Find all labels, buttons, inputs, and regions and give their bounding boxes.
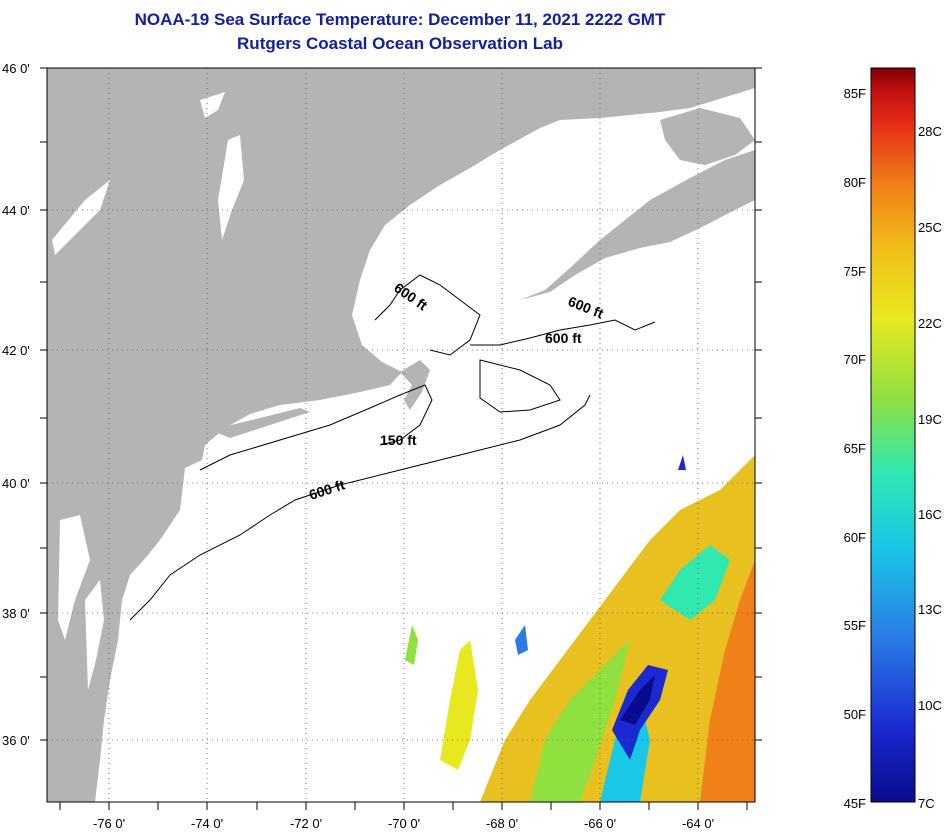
lat-label: 46 0' — [2, 61, 30, 76]
colorbar-c-label: 16C — [918, 507, 942, 522]
colorbar-f-label: 65F — [844, 441, 866, 456]
colorbar-f-label: 45F — [844, 796, 866, 811]
lon-label: -64 0' — [682, 816, 714, 831]
land-cape-breton — [660, 108, 755, 165]
lon-label: -74 0' — [191, 816, 223, 831]
colorbar-f-label: 85F — [844, 86, 866, 101]
axis-ticks — [40, 67, 762, 810]
lon-label: -68 0' — [486, 816, 518, 831]
colorbar-c-label: 13C — [918, 602, 942, 617]
lon-label: -70 0' — [388, 816, 420, 831]
colorbar-f-label: 50F — [844, 707, 866, 722]
colorbar-f-label: 75F — [844, 264, 866, 279]
land-mainland — [47, 68, 755, 802]
lat-label: 42 0' — [2, 343, 30, 358]
colorbar-c-label: 28C — [918, 124, 942, 139]
contour-600ft-gulf — [374, 274, 481, 356]
contour-gom-basin — [479, 359, 561, 413]
sst-data-swath — [405, 455, 755, 802]
lon-label: -72 0' — [290, 816, 322, 831]
contour-label: 600 ft — [545, 330, 582, 346]
lat-label: 44 0' — [2, 203, 30, 218]
colorbar-c-label: 7C — [918, 796, 935, 811]
contour-150ft — [199, 384, 433, 471]
lon-label: -76 0' — [93, 816, 125, 831]
lake — [85, 580, 104, 690]
colorbar-f-label: 80F — [844, 175, 866, 190]
colorbar-f-label: 60F — [844, 530, 866, 545]
land-capecod — [400, 360, 430, 410]
colorbar-f-label: 70F — [844, 352, 866, 367]
colorbar-c-label: 19C — [918, 412, 942, 427]
land-nova-scotia — [520, 150, 755, 300]
lat-label: 40 0' — [2, 476, 30, 491]
lake — [52, 180, 110, 255]
contour-label: 150 ft — [380, 432, 417, 448]
land-longisland — [210, 408, 310, 438]
colorbar-c-labels: 28C 25C 22C 19C 16C 13C 10C 7C — [918, 124, 942, 811]
lake — [58, 515, 90, 640]
colorbar-f-labels: 85F 80F 75F 70F 65F 60F 55F 50F 45F — [844, 86, 866, 811]
lat-label: 36 0' — [2, 733, 30, 748]
contour-600ft-shelf — [129, 394, 591, 621]
map-frame — [46, 67, 756, 803]
colorbar-c-label: 25C — [918, 220, 942, 235]
lake — [218, 135, 244, 240]
lat-label: 38 0' — [2, 606, 30, 621]
map-subtitle: Rutgers Coastal Ocean Observation Lab — [237, 34, 563, 53]
lake — [200, 92, 225, 118]
colorbar-f-label: 55F — [844, 618, 866, 633]
map-title: NOAA-19 Sea Surface Temperature: Decembe… — [134, 10, 666, 29]
graticule — [47, 68, 755, 802]
lon-label: -66 0' — [584, 816, 616, 831]
colorbar-c-label: 22C — [918, 316, 942, 331]
colorbar — [870, 67, 916, 803]
colorbar-c-label: 10C — [918, 698, 942, 713]
contour-600ft-georges — [470, 319, 656, 346]
